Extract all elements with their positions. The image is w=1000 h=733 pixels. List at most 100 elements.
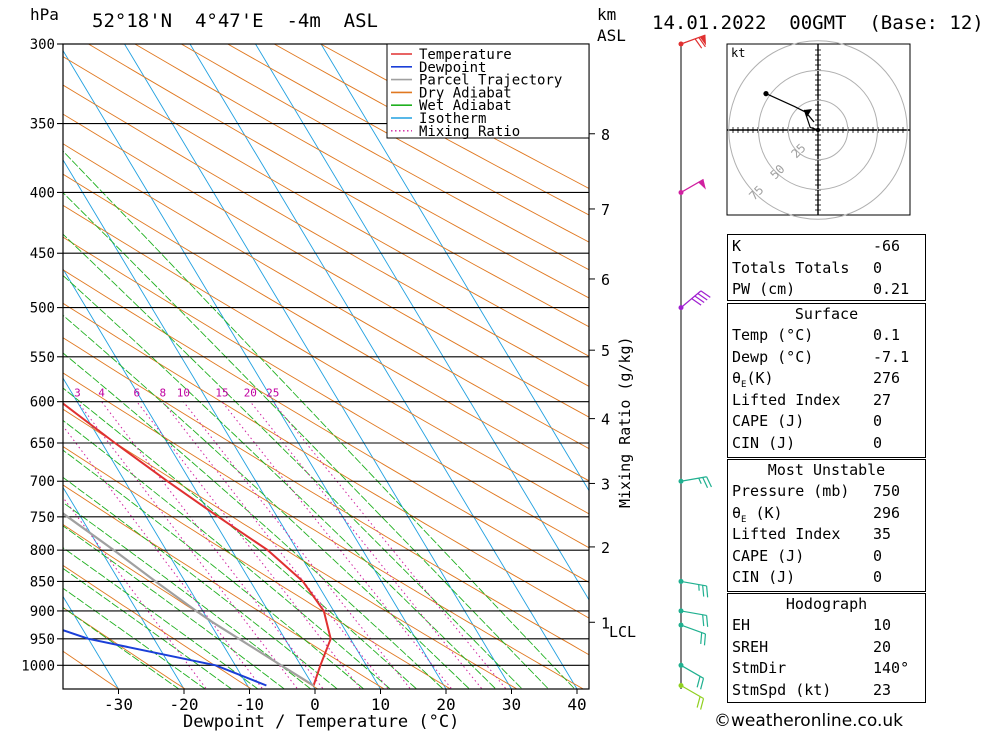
isotherm-line <box>63 49 447 689</box>
sreh-label: SREH <box>732 637 769 656</box>
temperature-tick-label: 0 <box>310 695 320 714</box>
isotherm-line <box>189 44 578 689</box>
dry-adiabat-line <box>63 607 186 689</box>
wind-barb <box>680 610 709 627</box>
mixing-ratio-line <box>136 401 362 689</box>
dry-adiabat-line <box>63 372 585 689</box>
surface-cin-value: 0 <box>873 433 883 452</box>
mixing-ratio-line <box>63 496 208 689</box>
mixing-ratio-line <box>63 425 264 689</box>
pressure-tick-label: 350 <box>30 117 55 133</box>
mu-cape-value: 0 <box>873 546 883 565</box>
pressure-tick-label: 850 <box>30 574 55 590</box>
hodograph-ring <box>728 40 908 220</box>
dry-adiabat-line <box>63 204 589 515</box>
surface-dewp-row: Dewp (°C) -7.1 <box>728 347 925 369</box>
k-index-label: K <box>732 237 742 255</box>
wet-adiabat-line <box>63 150 576 689</box>
temperature-tick-label: 20 <box>436 695 455 714</box>
stmspd-label: StmSpd (kt) <box>732 680 832 699</box>
pressure-tick-label: 900 <box>30 604 55 620</box>
surface-dewp-value: -7.1 <box>873 347 910 366</box>
legend-label: Temperature <box>419 47 512 63</box>
surface-cin-row: CIN (J) 0 <box>728 433 925 455</box>
plot-frame <box>62 43 590 690</box>
wet-adiabat-line <box>63 476 338 689</box>
km-tick-label: 6 <box>601 271 610 289</box>
km-tick-label: 7 <box>601 201 610 219</box>
y2-axis-label: Mixing Ratio (g/kg) <box>616 336 634 508</box>
theta-e-symbol: θE <box>732 369 747 390</box>
mu-cin-label: CIN (J) <box>732 568 796 586</box>
wet-adiabat-line <box>63 387 418 689</box>
copyright-symbol: © <box>714 711 731 731</box>
surface-theta-label: (K) <box>746 369 774 387</box>
pressure-tick-label: 400 <box>30 185 55 201</box>
surface-title: Surface <box>794 305 859 323</box>
mixing-ratio-label: 10 <box>177 387 190 400</box>
pressure-tick-label: 550 <box>30 350 55 366</box>
dry-adiabat-line <box>134 44 589 299</box>
isotherm-line <box>320 44 589 492</box>
axes: 3003504004505005506006507007508008509009… <box>21 37 610 714</box>
pressure-unit-label: hPa <box>30 5 59 24</box>
isotherm-line <box>63 377 251 689</box>
hodograph-start-dot <box>815 127 821 133</box>
wet-adiabat-line <box>63 567 233 689</box>
asl-label: ASL <box>597 26 626 45</box>
dry-adiabat-line <box>63 564 253 689</box>
mu-cin-row: CIN (J) 0 <box>728 567 925 589</box>
wet-adiabat-line <box>63 314 471 689</box>
hodograph-ring <box>787 99 849 161</box>
dry-adiabat-line <box>63 56 589 357</box>
eh-label: EH <box>732 616 751 634</box>
isotherm-line <box>63 486 185 689</box>
dry-adiabat-line <box>63 269 589 583</box>
wind-barb <box>680 685 705 710</box>
mixing-ratio-labels: 3 4 6 8 10 15 20 25 <box>74 387 279 400</box>
credit-link[interactable]: ©weatheronline.co.uk <box>714 711 903 731</box>
wet-adiabat-line <box>63 419 391 689</box>
surface-temp-label: Temp (°C) <box>732 326 814 344</box>
parcel-trajectory-curve <box>63 511 315 687</box>
surface-li-label: Lifted Index <box>732 390 841 409</box>
k-index-row: K -66 <box>728 236 925 258</box>
eh-value: 10 <box>873 616 892 634</box>
datetime-title: 14.01.2022 00GMT (Base: 12) <box>652 12 984 34</box>
mu-cin-value: 0 <box>873 568 883 586</box>
sreh-row: SREH 20 <box>728 637 925 659</box>
wet-adiabat-line <box>63 274 497 689</box>
isotherm-line <box>63 595 120 689</box>
km-label: km <box>597 5 616 24</box>
surface-temp-row: Temp (°C) 0.1 <box>728 325 925 347</box>
mixing-ratio-line <box>162 401 389 689</box>
mu-pressure-label: Pressure (mb) <box>732 482 850 500</box>
km-tick-label: 3 <box>601 475 610 493</box>
temperature-tick-label: 40 <box>567 695 586 714</box>
wind-level-dot <box>678 478 684 484</box>
stmspd-value: 23 <box>873 680 892 699</box>
dry-adiabat-line <box>226 44 589 243</box>
pressure-tick-label: 800 <box>30 543 55 559</box>
wind-barb <box>680 580 709 598</box>
legend-label: Mixing Ratio <box>419 124 520 140</box>
isotherm-line <box>254 44 589 601</box>
pressure-tick-label: 450 <box>30 246 55 262</box>
mu-cape-row: CAPE (J) 0 <box>728 546 925 568</box>
surface-theta-value: 276 <box>873 369 901 387</box>
legend-label: Dewpoint <box>419 60 486 76</box>
hodograph-stats-panel: Hodograph EH 10 SREH 20 StmDir 140° StmSpd … <box>727 593 926 703</box>
pressure-tick-label: 1000 <box>21 658 55 674</box>
mixing-ratio-label: 3 <box>74 387 81 400</box>
dry-adiabat-line <box>63 408 518 689</box>
km-tick-label: 4 <box>601 411 610 429</box>
surface-cape-row: CAPE (J) 0 <box>728 411 925 433</box>
wet-adiabat-line <box>63 606 180 689</box>
wet-adiabat-line <box>63 587 206 689</box>
eh-row: EH 10 <box>728 615 925 637</box>
dry-adiabat-line <box>63 302 589 619</box>
hodograph-unit: kt <box>731 46 745 60</box>
hodograph-stats-title: Hodograph <box>785 595 868 613</box>
